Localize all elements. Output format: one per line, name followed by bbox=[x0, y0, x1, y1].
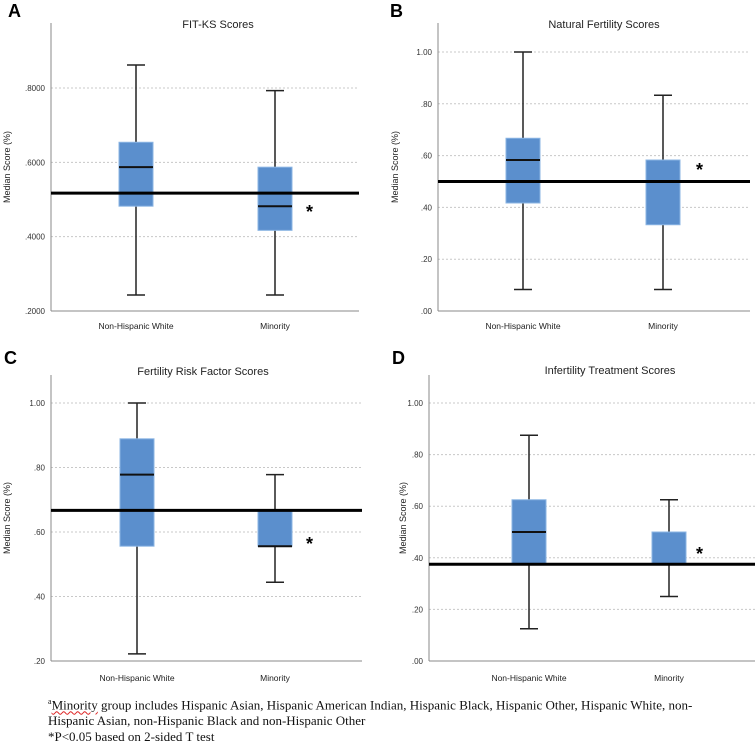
category-label: Minority bbox=[260, 321, 291, 331]
y-tick-label: .40 bbox=[34, 593, 46, 602]
y-axis-label: Median Score (%) bbox=[2, 482, 12, 554]
y-tick-label: .20 bbox=[421, 255, 433, 264]
box-iqr bbox=[257, 509, 293, 547]
panel-letter: B bbox=[390, 1, 403, 21]
category-label: Minority bbox=[648, 321, 679, 331]
panel-letter: D bbox=[392, 348, 405, 368]
significance-asterisk: * bbox=[696, 544, 703, 564]
y-tick-label: 1.00 bbox=[407, 399, 423, 408]
chart-title: Fertility Risk Factor Scores bbox=[137, 366, 269, 378]
panel-letter: C bbox=[4, 348, 17, 368]
y-tick-label: .00 bbox=[412, 657, 424, 666]
y-tick-label: .20 bbox=[412, 605, 424, 614]
y-axis-label: Median Score (%) bbox=[398, 482, 408, 554]
y-tick-label: .60 bbox=[34, 528, 46, 537]
footnote-significance: *P<0.05 based on 2-sided T test bbox=[48, 729, 215, 745]
chart-title: FIT-KS Scores bbox=[182, 19, 254, 31]
y-tick-label: .40 bbox=[412, 554, 424, 563]
significance-asterisk: * bbox=[306, 534, 313, 554]
significance-asterisk: * bbox=[696, 160, 703, 180]
footnote-minority-definition: aMinority group includes Hispanic Asian,… bbox=[48, 694, 708, 729]
y-tick-label: .00 bbox=[421, 307, 433, 316]
y-tick-label: .60 bbox=[421, 152, 433, 161]
y-tick-label: .4000 bbox=[25, 233, 46, 242]
box-iqr bbox=[118, 141, 154, 207]
box-iqr bbox=[119, 438, 155, 547]
category-label: Minority bbox=[654, 673, 685, 683]
category-label: Non-Hispanic White bbox=[491, 673, 566, 683]
box-iqr bbox=[257, 166, 293, 231]
y-tick-label: .8000 bbox=[25, 84, 46, 93]
y-tick-label: 1.00 bbox=[416, 48, 432, 57]
significance-asterisk: * bbox=[306, 202, 313, 222]
y-axis-label: Median Score (%) bbox=[390, 131, 400, 203]
footnote-superscript: a bbox=[48, 697, 52, 706]
y-tick-label: .40 bbox=[421, 203, 433, 212]
category-label: Non-Hispanic White bbox=[98, 321, 173, 331]
y-tick-label: .2000 bbox=[25, 307, 46, 316]
y-tick-label: .80 bbox=[421, 100, 433, 109]
footnote: aMinority group includes Hispanic Asian,… bbox=[48, 694, 708, 745]
box-iqr bbox=[645, 159, 681, 226]
y-axis-label: Median Score (%) bbox=[2, 131, 12, 203]
category-label: Non-Hispanic White bbox=[99, 673, 174, 683]
chart-title: Natural Fertility Scores bbox=[548, 19, 660, 31]
footnote-text: group includes Hispanic Asian, Hispanic … bbox=[48, 697, 693, 729]
y-tick-label: .80 bbox=[412, 451, 424, 460]
box-iqr bbox=[505, 137, 541, 204]
footnote-minority-word: Minority bbox=[51, 697, 98, 713]
y-tick-label: .20 bbox=[34, 657, 46, 666]
y-tick-label: .60 bbox=[412, 502, 424, 511]
y-tick-label: .6000 bbox=[25, 158, 46, 167]
chart-title: Infertility Treatment Scores bbox=[545, 365, 676, 377]
y-tick-label: 1.00 bbox=[29, 399, 45, 408]
y-tick-label: .80 bbox=[34, 464, 46, 473]
panel-letter: A bbox=[8, 1, 21, 21]
category-label: Non-Hispanic White bbox=[485, 321, 560, 331]
category-label: Minority bbox=[260, 673, 291, 683]
box-iqr bbox=[651, 531, 687, 565]
